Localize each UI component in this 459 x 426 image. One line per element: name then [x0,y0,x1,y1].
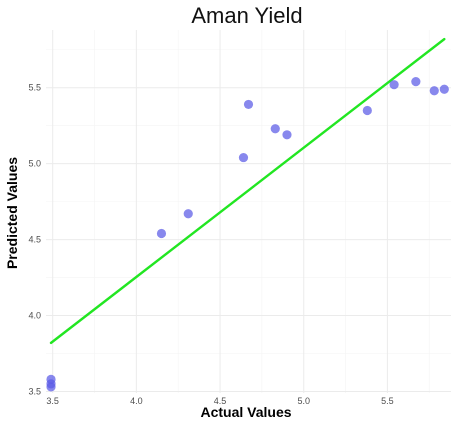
plot-panel [46,30,451,393]
y-tick-label: 3.5 [28,386,41,396]
y-axis-title: Predicted Values [4,157,20,269]
y-tick-label: 4.0 [28,311,41,321]
y-tick-labels: 3.5 4.0 4.5 5.0 5.5 [28,83,41,397]
data-points [46,77,449,392]
data-point [183,209,193,219]
data-point [156,228,167,239]
fit-line-group [49,37,446,345]
regression-line [49,37,446,345]
data-point [362,105,372,116]
data-point [411,77,421,87]
y-tick-label: 5.5 [28,83,41,93]
data-point [282,130,292,140]
data-point [389,80,399,90]
data-point [270,124,280,134]
data-point [46,382,56,392]
data-point [238,152,249,163]
x-tick-label: 3.5 [46,396,59,406]
chart-title: Aman Yield [191,3,302,28]
major-gridlines [46,30,451,393]
data-point [439,84,449,94]
data-point [243,99,254,110]
y-tick-label: 4.5 [28,235,41,245]
y-tick-label: 5.0 [28,159,41,169]
x-tick-label: 4.5 [214,396,227,406]
x-tick-label: 5.0 [297,396,310,406]
minor-gridlines [46,30,451,393]
x-tick-label: 5.5 [381,396,394,406]
x-axis-title: Actual Values [200,404,291,420]
data-point [429,86,439,96]
x-tick-labels: 3.5 4.0 4.5 5.0 5.5 [46,396,393,406]
plot-background [46,30,451,393]
x-tick-label: 4.0 [130,396,143,406]
